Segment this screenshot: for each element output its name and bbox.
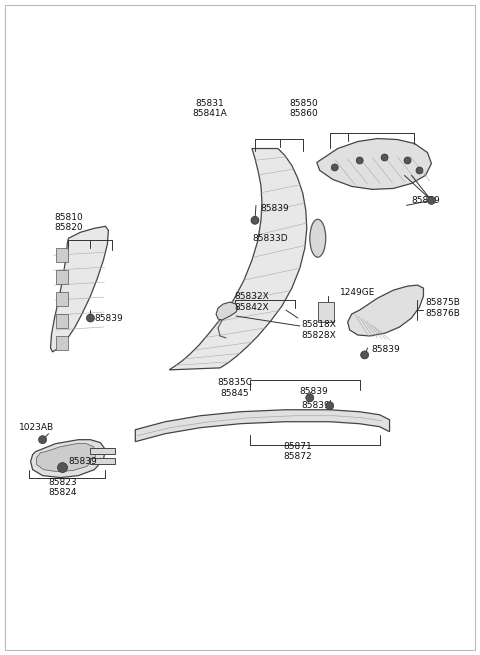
Text: 85839: 85839 bbox=[372, 345, 400, 354]
Text: 85839: 85839 bbox=[411, 196, 440, 205]
Text: 85810
85820: 85810 85820 bbox=[54, 213, 83, 232]
Bar bbox=[56, 314, 68, 328]
Text: 85831
85841A: 85831 85841A bbox=[192, 99, 228, 119]
Text: 85850
85860: 85850 85860 bbox=[289, 99, 318, 119]
Polygon shape bbox=[169, 149, 307, 370]
Polygon shape bbox=[216, 302, 238, 320]
Text: 1249GE: 1249GE bbox=[340, 288, 375, 297]
Circle shape bbox=[381, 154, 388, 161]
Bar bbox=[56, 248, 68, 262]
Text: 85832X
85842X: 85832X 85842X bbox=[234, 292, 269, 312]
Text: 85833D: 85833D bbox=[252, 234, 288, 243]
Polygon shape bbox=[31, 440, 106, 477]
Circle shape bbox=[428, 196, 435, 204]
Circle shape bbox=[251, 216, 259, 224]
Polygon shape bbox=[135, 410, 390, 441]
Bar bbox=[56, 336, 68, 350]
Text: 85875B
85876B: 85875B 85876B bbox=[425, 299, 460, 318]
Text: 85839: 85839 bbox=[301, 402, 330, 410]
Circle shape bbox=[326, 402, 334, 410]
Circle shape bbox=[356, 157, 363, 164]
Polygon shape bbox=[90, 447, 115, 454]
Text: 85835C
85845: 85835C 85845 bbox=[217, 378, 252, 398]
Polygon shape bbox=[90, 458, 115, 464]
Text: 85839: 85839 bbox=[95, 314, 123, 322]
Circle shape bbox=[360, 351, 369, 359]
Text: 85839: 85839 bbox=[260, 204, 288, 213]
Circle shape bbox=[38, 436, 47, 443]
Text: 85871
85872: 85871 85872 bbox=[284, 442, 312, 461]
Circle shape bbox=[404, 157, 411, 164]
Bar bbox=[56, 292, 68, 306]
Text: 85839: 85839 bbox=[69, 457, 97, 466]
Circle shape bbox=[416, 167, 423, 174]
Text: 1023AB: 1023AB bbox=[19, 423, 54, 432]
Text: 85839: 85839 bbox=[300, 387, 328, 396]
Polygon shape bbox=[36, 443, 96, 472]
Bar bbox=[318, 302, 334, 322]
Ellipse shape bbox=[310, 219, 326, 257]
Polygon shape bbox=[348, 285, 423, 336]
Polygon shape bbox=[50, 226, 108, 352]
Circle shape bbox=[306, 394, 314, 402]
Bar bbox=[56, 270, 68, 284]
Polygon shape bbox=[317, 139, 432, 189]
Circle shape bbox=[58, 462, 68, 472]
Circle shape bbox=[86, 314, 95, 322]
Text: 85818X
85828X: 85818X 85828X bbox=[302, 320, 336, 340]
Text: 85823
85824: 85823 85824 bbox=[48, 478, 77, 497]
Circle shape bbox=[331, 164, 338, 171]
